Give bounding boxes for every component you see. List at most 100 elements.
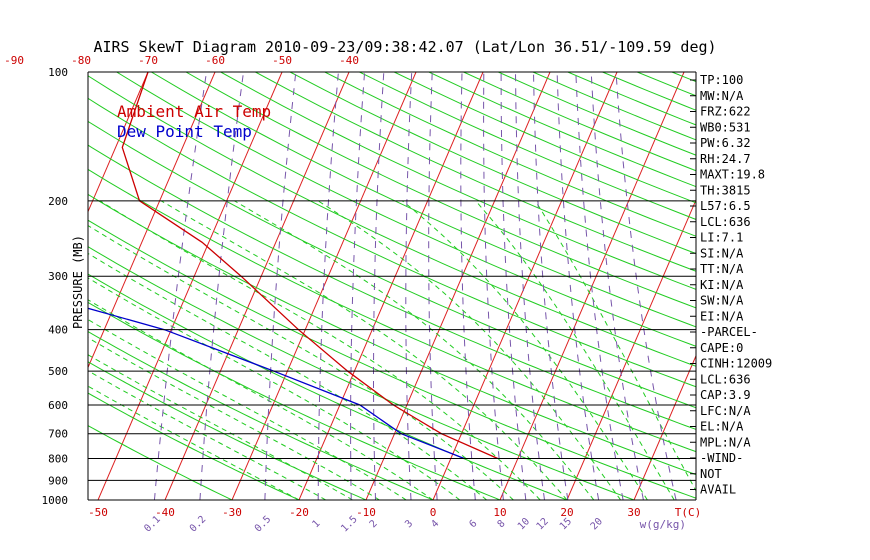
index-label: NOT <box>700 467 722 481</box>
mixing-ratio-tick-label: 3 <box>403 518 415 530</box>
dry-adiabat-line <box>88 193 696 476</box>
mixing-ratio-line <box>264 72 297 500</box>
dry-adiabat-line <box>88 246 635 500</box>
top-temp-tick-label: -90 <box>4 54 24 67</box>
dry-adiabat-line <box>255 72 696 272</box>
pressure-tick-label: 700 <box>48 428 68 441</box>
index-label: -WIND- <box>700 451 743 465</box>
mixing-ratio-line <box>428 72 438 500</box>
bottom-temp-tick-label: -30 <box>222 506 242 519</box>
index-label: RH:24.7 <box>700 152 751 166</box>
dry-adiabat-line <box>88 392 300 500</box>
isotherm-line <box>88 72 216 369</box>
mixing-ratio-line <box>483 72 504 500</box>
bottom-temp-tick-label: -20 <box>289 506 309 519</box>
moist-adiabat-line <box>88 385 300 500</box>
dew-point-line <box>88 307 465 460</box>
mixing-ratio-line <box>373 72 385 500</box>
moist-adiabat-line <box>160 200 568 500</box>
index-label: LI:7.1 <box>700 231 743 245</box>
dry-adiabat-line <box>88 120 696 409</box>
pressure-tick-label: 800 <box>48 453 68 466</box>
index-label: SI:N/A <box>700 246 744 260</box>
index-label: MPL:N/A <box>700 435 751 449</box>
moist-adiabat-line <box>534 200 696 492</box>
dry-adiabat-line <box>637 72 696 97</box>
top-temp-tick-label: -60 <box>205 54 225 67</box>
index-label: EI:N/A <box>700 309 744 323</box>
index-label: MAXT:19.8 <box>700 168 765 182</box>
isotherm-line <box>566 198 696 500</box>
mixing-ratio-tick-label: 12 <box>535 516 551 532</box>
isotherm-line <box>298 72 484 500</box>
legend-air-label: Ambient Air Temp <box>117 102 271 121</box>
mixing-ratio-tick-label: 0.5 <box>253 514 274 535</box>
mixing-ratio-line <box>533 72 569 500</box>
index-label: L57:6.5 <box>700 199 751 213</box>
dry-adiabat-line <box>88 219 696 499</box>
mixing-ratio-line <box>556 72 600 500</box>
pressure-tick-label: 600 <box>48 399 68 412</box>
pressure-tick-label: 100 <box>48 66 68 79</box>
moist-adiabat-line <box>475 200 675 500</box>
y-axis-label: PRESSURE (MB) <box>71 235 85 329</box>
bottom-temp-tick-label: 10 <box>493 506 506 519</box>
top-temp-tick-label: -80 <box>71 54 91 67</box>
bottom-temp-tick-label: -10 <box>356 506 376 519</box>
dry-adiabat-line <box>88 301 501 500</box>
isotherm-line <box>365 72 551 500</box>
mixing-ratio-tick-label: 8 <box>496 518 508 530</box>
index-label: CAP:3.9 <box>700 388 751 402</box>
bottom-temp-tick-label: -40 <box>155 506 175 519</box>
dry-adiabat-line <box>88 75 696 367</box>
dry-adiabat-line <box>741 72 870 500</box>
dry-adiabat-line <box>88 144 696 430</box>
top-temp-tick-label: -50 <box>272 54 292 67</box>
mixing-ratio-line <box>615 72 677 500</box>
dry-adiabat-line <box>116 72 696 347</box>
dry-adiabat-line <box>88 425 233 500</box>
index-label: FRZ:622 <box>700 105 751 119</box>
index-label: EL:N/A <box>700 420 744 434</box>
isotherm-line <box>0 72 14 500</box>
mixing-ratio-tick-label: 0.2 <box>188 514 209 535</box>
pressure-tick-label: 300 <box>48 270 68 283</box>
isotherm-line <box>97 72 283 500</box>
bottom-temp-tick-label: 30 <box>627 506 640 519</box>
dry-adiabat-line <box>393 72 696 204</box>
mixing-ratio-line <box>590 72 644 500</box>
bottom-temp-tick-label: 20 <box>560 506 573 519</box>
index-label: WB0:531 <box>700 120 751 134</box>
mixing-ratio-line <box>500 72 527 500</box>
mixing-ratio-line <box>350 72 366 500</box>
moist-adiabat-line <box>234 200 595 500</box>
legend-dew-label: Dew Point Temp <box>117 122 252 141</box>
dry-adiabat-line <box>220 72 696 290</box>
mixing-unit-label: w(g/kg) <box>640 518 686 531</box>
moist-adiabat-line <box>88 277 461 500</box>
mixing-ratio-line <box>515 72 545 500</box>
isotherm-line <box>835 72 870 500</box>
dry-adiabat-line <box>88 361 367 500</box>
index-label: CINH:12009 <box>700 357 772 371</box>
pressure-tick-label: 200 <box>48 195 68 208</box>
pressure-tick-label: 1000 <box>42 494 69 507</box>
bottom-temp-tick-label: -50 <box>88 506 108 519</box>
index-label: CAPE:0 <box>700 341 743 355</box>
moist-adiabat-line <box>401 200 648 500</box>
index-label: PW:6.32 <box>700 136 751 150</box>
index-label: MW:N/A <box>700 89 744 103</box>
dry-adiabat-line <box>776 72 870 500</box>
index-label: SW:N/A <box>700 294 744 308</box>
dry-adiabat-line <box>88 97 696 388</box>
index-label: LFC:N/A <box>700 404 751 418</box>
mixing-ratio-tick-label: 20 <box>589 516 605 532</box>
index-label: TP:100 <box>700 73 743 87</box>
mixing-ratio-tick-label: 4 <box>429 518 441 530</box>
mixing-ratio-line <box>460 72 476 500</box>
bottom-temp-tick-label: 0 <box>430 506 437 519</box>
mixing-ratio-tick-label: 10 <box>516 516 532 532</box>
index-label: LCL:636 <box>700 215 751 229</box>
